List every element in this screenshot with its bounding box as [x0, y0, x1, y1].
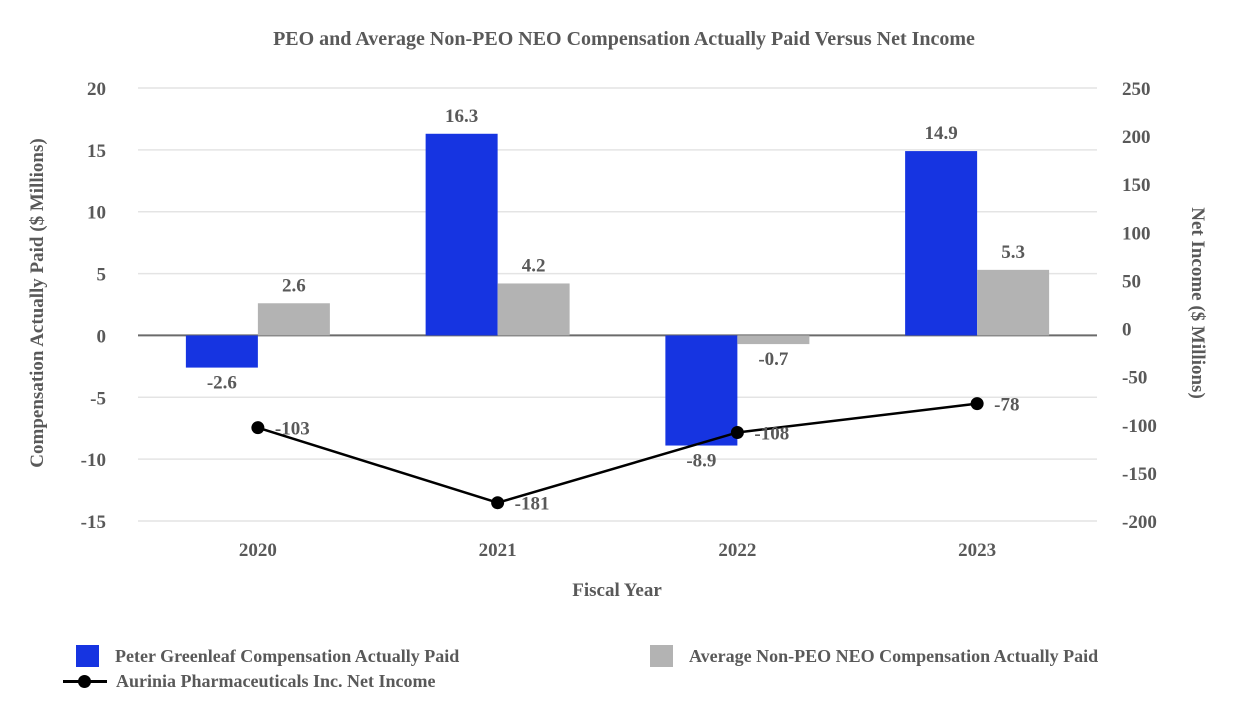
right-tick-100: 100	[1122, 223, 1151, 244]
bar-label-neo-2021: 4.2	[522, 255, 546, 276]
bar-peo-2022	[665, 335, 738, 446]
right-tick--150: -150	[1122, 464, 1157, 485]
x-tick-2023: 2023	[958, 540, 996, 561]
bar-neo-2021	[497, 283, 570, 336]
right-tick-50: 50	[1122, 271, 1141, 292]
right-tick-150: 150	[1122, 175, 1151, 196]
legend-item-neo-cap: Average Non-PEO NEO Compensation Actuall…	[650, 644, 1098, 668]
legend-item-net-income: Aurinia Pharmaceuticals Inc. Net Income	[63, 669, 435, 693]
net-income-label-2022: -108	[754, 423, 789, 444]
bar-label-peo-2021: 16.3	[445, 106, 478, 127]
right-axis-title: Net Income ($ Millions)	[1187, 207, 1208, 399]
x-tick-2022: 2022	[718, 540, 756, 561]
left-tick--15: -15	[81, 512, 106, 533]
net-income-marker-2023	[970, 397, 984, 411]
bar-peo-2020	[185, 335, 258, 368]
left-axis-title: Compensation Actually Paid ($ Millions)	[27, 138, 48, 468]
left-tick-10: 10	[87, 203, 106, 224]
net-income-marker-2020	[251, 421, 265, 435]
bar-label-peo-2022: -8.9	[686, 451, 716, 472]
net-income-label-2020: -103	[275, 419, 310, 440]
bar-label-neo-2023: 5.3	[1001, 242, 1025, 263]
legend-label-neo-cap: Average Non-PEO NEO Compensation Actuall…	[689, 645, 1099, 666]
legend-line-marker-icon	[63, 674, 107, 688]
left-tick--10: -10	[81, 450, 106, 471]
legend-item-peo-cap: Peter Greenleaf Compensation Actually Pa…	[76, 644, 459, 668]
legend-label-peo-cap: Peter Greenleaf Compensation Actually Pa…	[115, 645, 460, 666]
left-tick-0: 0	[97, 326, 107, 347]
bar-peo-2023	[905, 151, 978, 336]
plot-area: -2.6 16.3 -8.9 14.9 2.6 4.2 -0.7 5.3 -103 -181 -10…	[81, 79, 1157, 561]
right-tick--100: -100	[1122, 416, 1157, 437]
bar-peo-2021	[425, 133, 498, 336]
net-income-marker-2022	[730, 425, 744, 439]
chart-title: PEO and Average Non-PEO NEO Compensation…	[273, 28, 975, 50]
bar-neo-2022	[737, 335, 810, 345]
right-tick-0: 0	[1122, 320, 1132, 341]
x-tick-2020: 2020	[239, 540, 277, 561]
net-income-label-2021: -181	[515, 494, 550, 515]
legend-swatch-neo-icon	[650, 645, 673, 667]
net-income-marker-2021	[491, 496, 505, 510]
net-income-line	[257, 402, 978, 505]
left-tick-5: 5	[97, 265, 107, 286]
bar-label-peo-2020: -2.6	[207, 373, 237, 394]
x-axis-title: Fiscal Year	[572, 580, 662, 601]
left-tick-15: 15	[87, 141, 106, 162]
legend-label-net-income: Aurinia Pharmaceuticals Inc. Net Income	[116, 670, 436, 691]
bar-label-neo-2022: -0.7	[758, 349, 789, 370]
left-tick--5: -5	[90, 388, 106, 409]
bar-label-neo-2020: 2.6	[282, 275, 306, 296]
right-tick-200: 200	[1122, 127, 1151, 148]
right-tick-250: 250	[1122, 79, 1151, 100]
legend-swatch-peo-icon	[76, 645, 99, 667]
left-tick-20: 20	[87, 79, 106, 100]
right-tick--50: -50	[1122, 368, 1147, 389]
bar-neo-2020	[257, 303, 330, 336]
bar-neo-2023	[977, 269, 1050, 336]
right-tick--200: -200	[1122, 512, 1157, 533]
net-income-label-2023: -78	[994, 395, 1019, 416]
x-tick-2021: 2021	[479, 540, 517, 561]
bar-label-peo-2023: 14.9	[925, 123, 958, 144]
